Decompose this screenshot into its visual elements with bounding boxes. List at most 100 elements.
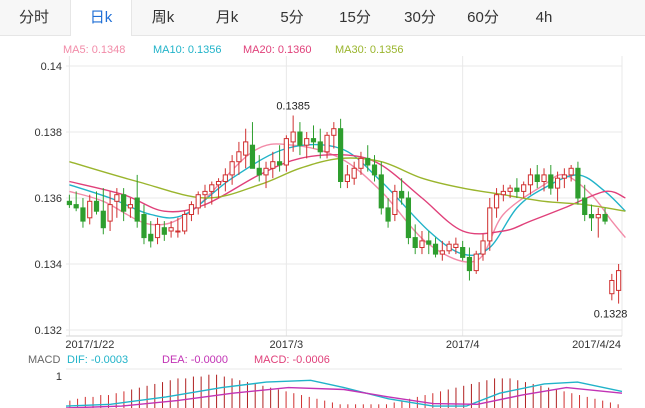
x-tick-label: 2017/4/24 bbox=[572, 339, 621, 351]
candle-body bbox=[236, 151, 242, 163]
candle-body bbox=[568, 167, 574, 176]
kline-chart: 0.14 0.138 0.136 0.134 0.132 MA5: 0.1348 MA10… bbox=[28, 44, 628, 408]
candle bbox=[500, 184, 506, 202]
candle-body bbox=[324, 134, 330, 153]
candle-body bbox=[399, 190, 405, 199]
candle bbox=[460, 240, 466, 261]
tab-6[interactable]: 30分 bbox=[404, 9, 436, 26]
candle-body bbox=[493, 194, 500, 209]
y-tick-label: 0.136 bbox=[34, 193, 62, 205]
candle-body bbox=[426, 240, 432, 245]
candle-body bbox=[276, 161, 283, 166]
ma-legend-item: MA20: 0.1360 bbox=[243, 44, 312, 56]
tab-1[interactable]: 日k bbox=[70, 0, 132, 36]
candle-body bbox=[405, 197, 412, 239]
tab-8[interactable]: 4h bbox=[535, 9, 553, 26]
candle-body bbox=[588, 214, 595, 219]
candle-body bbox=[87, 200, 93, 219]
candle bbox=[209, 181, 215, 205]
candle-body bbox=[297, 131, 303, 146]
candle bbox=[480, 234, 486, 261]
y-tick-label: 0.14 bbox=[41, 61, 62, 73]
candle-body bbox=[127, 204, 134, 209]
candle-body bbox=[93, 200, 100, 212]
candle-body bbox=[507, 187, 513, 192]
candle-body bbox=[616, 270, 622, 291]
candle bbox=[487, 198, 493, 251]
candle-body bbox=[561, 174, 567, 179]
candle-body bbox=[134, 197, 140, 222]
candle bbox=[141, 204, 147, 245]
candle bbox=[507, 184, 513, 198]
candle bbox=[534, 165, 540, 189]
candle bbox=[378, 161, 384, 215]
candle-body bbox=[148, 233, 154, 242]
candle bbox=[616, 264, 622, 304]
x-tick-label: 2017/1/22 bbox=[65, 339, 114, 351]
candle bbox=[399, 178, 405, 205]
tab-5[interactable]: 15分 bbox=[339, 9, 371, 26]
candle bbox=[561, 168, 567, 189]
candle-body bbox=[514, 187, 520, 192]
candle-body bbox=[527, 174, 534, 186]
candle bbox=[453, 237, 459, 255]
candle-body bbox=[229, 161, 235, 176]
candle bbox=[432, 237, 439, 258]
candle-body bbox=[80, 207, 86, 222]
candle-body bbox=[338, 128, 344, 182]
candle bbox=[148, 221, 154, 248]
candle-body bbox=[243, 141, 249, 156]
candle-body bbox=[554, 177, 561, 189]
candle bbox=[426, 231, 432, 255]
candle-body bbox=[107, 204, 113, 222]
candle bbox=[270, 151, 276, 179]
tab-7[interactable]: 60分 bbox=[467, 9, 499, 26]
candle-body bbox=[480, 240, 486, 255]
candle bbox=[595, 207, 601, 238]
candle bbox=[351, 161, 357, 185]
candle bbox=[195, 191, 201, 215]
candle-body bbox=[154, 223, 161, 239]
candle bbox=[127, 198, 134, 218]
candle bbox=[602, 207, 608, 225]
candle bbox=[324, 132, 330, 159]
tab-0[interactable]: 分时 bbox=[18, 9, 49, 26]
candle bbox=[188, 201, 195, 222]
candle-body bbox=[392, 190, 398, 215]
tab-4[interactable]: 5分 bbox=[280, 9, 304, 26]
tab-3[interactable]: 月k bbox=[215, 9, 239, 26]
candle bbox=[588, 204, 595, 231]
candle-body bbox=[168, 227, 174, 232]
candle bbox=[175, 217, 181, 238]
candle-body bbox=[595, 214, 601, 219]
y-axis: 0.14 0.138 0.136 0.134 0.132 bbox=[34, 61, 62, 337]
candle bbox=[66, 194, 72, 208]
candle bbox=[412, 224, 418, 255]
candle bbox=[114, 188, 120, 218]
candle-body bbox=[358, 157, 364, 169]
min-price-label: 0.1328 bbox=[594, 309, 628, 321]
candle-body bbox=[548, 174, 554, 189]
candle-body bbox=[331, 128, 337, 136]
candle bbox=[521, 181, 527, 198]
macd-legend-item: DIF: -0.0003 bbox=[67, 354, 128, 366]
candle bbox=[365, 145, 371, 172]
candle bbox=[283, 135, 289, 172]
candle-body bbox=[466, 256, 473, 272]
macd-panel: MACD DIF: -0.0003 DEA: -0.0000 MACD: -0.000… bbox=[28, 354, 623, 408]
candle-body bbox=[188, 204, 195, 216]
candle-body bbox=[141, 214, 147, 239]
candle bbox=[317, 128, 323, 159]
candle-body bbox=[195, 194, 201, 209]
candle bbox=[229, 155, 235, 185]
candle-body bbox=[534, 174, 540, 182]
candle bbox=[243, 128, 249, 169]
candle bbox=[121, 188, 127, 222]
candle-body bbox=[161, 227, 167, 235]
candle bbox=[297, 122, 303, 156]
tab-2[interactable]: 周k bbox=[151, 9, 175, 26]
macd-dea-line bbox=[65, 386, 623, 408]
x-tick-label: 2017/3 bbox=[270, 339, 304, 351]
candle-body bbox=[351, 167, 357, 179]
candle bbox=[527, 168, 534, 195]
